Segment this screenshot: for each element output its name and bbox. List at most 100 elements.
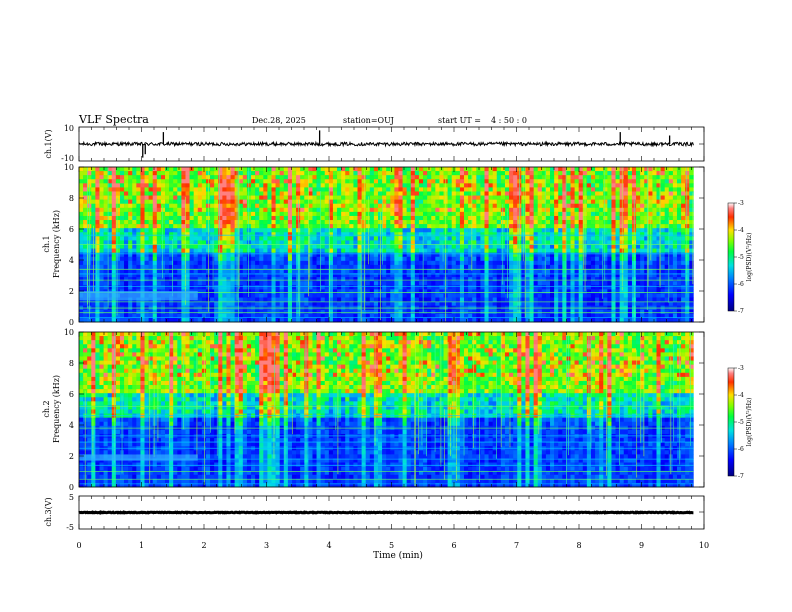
spec-cell	[590, 220, 596, 225]
spec-cell	[484, 215, 489, 221]
spec-cell	[513, 301, 518, 306]
spec-cell	[504, 179, 510, 184]
spec-cell	[423, 285, 428, 290]
spec-cell	[390, 293, 395, 298]
spec-cell	[537, 175, 543, 180]
spec-cell	[353, 277, 358, 282]
spec-cell	[271, 187, 276, 192]
spec-cell	[230, 273, 235, 278]
spec-cell	[320, 195, 326, 200]
spec-cell	[464, 220, 469, 225]
spec-cell	[238, 317, 244, 323]
spec-cell	[205, 179, 211, 184]
spec-cell	[394, 232, 399, 237]
spec-cell	[558, 285, 563, 290]
spec-cell	[251, 187, 256, 192]
spec-cell	[410, 268, 416, 274]
spec-cell	[558, 232, 563, 237]
spec-cell	[586, 240, 592, 245]
spec-cell	[287, 297, 293, 302]
spec-cell	[439, 232, 444, 237]
spec-cell	[554, 252, 559, 258]
spec-cell	[464, 264, 469, 270]
spec-cell	[418, 232, 424, 237]
spec-cell	[578, 297, 584, 302]
spec-cell	[189, 264, 194, 270]
spec-cell	[230, 313, 235, 319]
spec-cell	[365, 285, 371, 290]
spec-cell	[300, 268, 305, 274]
spec-cell	[83, 309, 88, 315]
spec-cell	[599, 240, 604, 245]
spec-cell	[378, 207, 383, 213]
spec-cell	[455, 309, 461, 315]
spec-cell	[353, 289, 358, 294]
spec-cell	[246, 256, 252, 262]
spec-cell	[291, 285, 297, 290]
spec-cell	[402, 171, 407, 176]
spec-cell	[410, 191, 416, 196]
spec-cell	[533, 277, 539, 282]
spec-cell	[136, 252, 141, 258]
spec-cell	[275, 281, 280, 286]
spec-cell	[394, 195, 399, 200]
spec-cell	[173, 167, 178, 172]
spec-cell	[586, 224, 592, 229]
spec-cell	[79, 260, 84, 266]
spec-cell	[263, 289, 268, 294]
spec-cell	[328, 301, 334, 306]
spec-cell	[410, 199, 416, 205]
spec-cell	[447, 236, 453, 241]
spec-cell	[332, 236, 338, 241]
spec-cell	[115, 207, 121, 213]
spec-cell	[525, 248, 530, 253]
spec-cell	[451, 211, 457, 217]
spec-cell	[99, 211, 104, 217]
spec-cell	[193, 220, 199, 225]
spec-cell	[353, 232, 358, 237]
spec-cell	[304, 260, 309, 266]
spec-cell	[541, 183, 547, 188]
spec-cell	[427, 228, 432, 233]
spec-cell	[267, 240, 272, 245]
spec-cell	[251, 285, 256, 290]
spec-cell	[148, 203, 154, 209]
spec-cell	[238, 175, 244, 180]
spec-cell	[345, 224, 350, 229]
spec-cell	[369, 264, 375, 270]
spec-cell	[201, 187, 207, 192]
spec-cell	[218, 301, 223, 306]
spec-cell	[541, 220, 547, 225]
spec-cell	[345, 207, 350, 213]
spec-cell	[464, 309, 469, 315]
spec-cell	[570, 285, 575, 290]
spec-cell	[566, 179, 571, 184]
spec-cell	[279, 297, 285, 302]
spec-cell	[136, 273, 141, 278]
spec-cell	[169, 260, 174, 266]
spec-cell	[554, 187, 559, 192]
spec-cell	[537, 268, 543, 274]
spec-cell	[246, 195, 252, 200]
spec-cell	[316, 252, 321, 258]
spec-cell	[357, 240, 362, 245]
spec-cell	[210, 232, 215, 237]
spec-cell	[447, 301, 453, 306]
spec-cell	[111, 309, 117, 315]
spec-cell	[185, 264, 190, 270]
spec-cell	[99, 268, 104, 274]
spec-cell	[214, 285, 219, 290]
spec-cell	[558, 195, 563, 200]
spec-cell	[353, 171, 358, 176]
spec-cell	[283, 273, 289, 278]
spec-cell	[119, 220, 125, 225]
spec-cell	[308, 313, 313, 319]
spec-cell	[316, 228, 321, 233]
spec-cell	[165, 236, 170, 241]
spec-cell	[492, 199, 498, 205]
spec-cell	[169, 203, 174, 209]
spec-cell	[472, 240, 477, 245]
spec-cell	[263, 260, 268, 266]
spec-cell	[537, 220, 543, 225]
spec-cell	[595, 301, 600, 306]
